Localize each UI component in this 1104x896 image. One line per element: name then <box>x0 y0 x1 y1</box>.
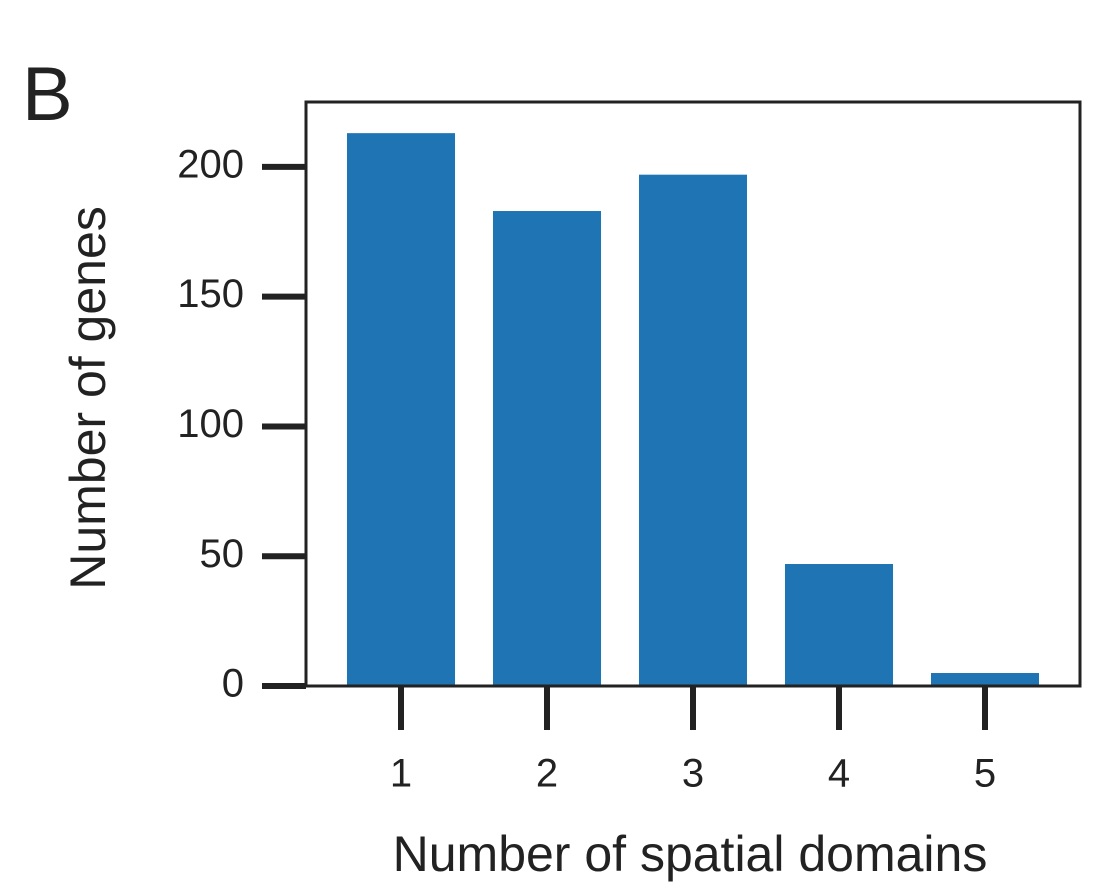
x-axis-label: Number of spatial domains <box>393 826 988 882</box>
y-tick-label: 100 <box>177 402 244 446</box>
y-tick-label: 0 <box>222 662 244 706</box>
x-tick-label: 2 <box>536 752 558 796</box>
bar <box>638 174 748 687</box>
y-tick-label: 150 <box>177 272 244 316</box>
x-tick-label: 1 <box>390 752 412 796</box>
y-tick-label: 200 <box>177 142 244 186</box>
bar <box>492 211 602 686</box>
y-tick-label: 50 <box>200 532 245 576</box>
x-tick-label: 4 <box>828 752 850 796</box>
bar <box>346 133 456 686</box>
plot-frame <box>304 100 1082 688</box>
y-axis-label: Number of genes <box>60 206 116 590</box>
x-tick-label: 5 <box>974 752 996 796</box>
bar <box>784 564 894 686</box>
x-tick-label: 3 <box>682 752 704 796</box>
panel-label: B <box>22 52 73 137</box>
bar <box>930 673 1040 686</box>
